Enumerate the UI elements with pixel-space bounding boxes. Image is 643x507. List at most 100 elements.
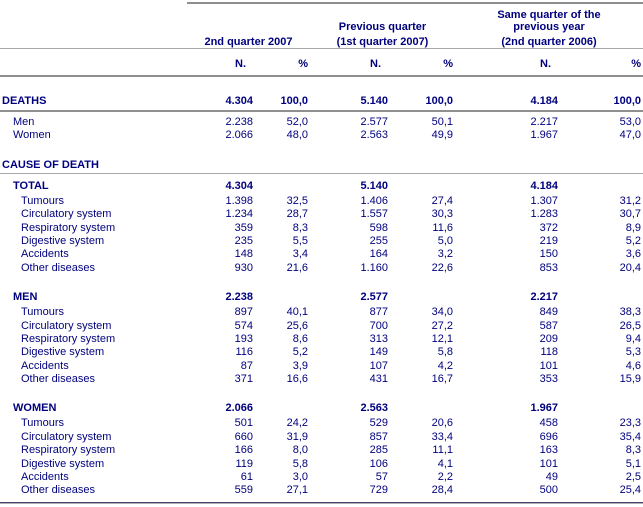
row-label: Circulatory system [21,319,112,332]
cell-n-previous: 164 [369,248,388,261]
cell-pct-previous: 4,1 [437,457,453,470]
row-label: Respiratory system [21,221,116,234]
cell-pct-previous: 50,1 [431,116,453,128]
subheader-spacer [0,70,187,75]
row-label: Tumours [21,306,64,319]
section-label: TOTAL [13,179,49,192]
cell-n-year-ago: 1.967 [530,402,558,415]
row-label: Respiratory system [21,444,116,457]
cause-row: Other diseases 371 16,6 431 16,7 353 15,… [0,373,643,386]
cell-n-current: 501 [234,417,253,430]
cell-pct-year-ago: 47,0 [619,129,641,142]
cell-n-year-ago: 101 [539,359,558,372]
cause-row: Digestive system 119 5,8 106 4,1 101 5,1 [0,458,643,471]
cell-pct-year-ago: 23,3 [619,417,641,430]
cell-pct-previous: 100,0 [425,95,453,107]
cell-n-previous: 107 [369,359,388,372]
section-header-row: MEN 2.238 2.577 2.217 [0,290,643,304]
bottom-rule-light [0,502,643,504]
row-label: Accidents [21,359,69,372]
cell-pct-previous: 30,3 [431,208,453,221]
cell-n-year-ago: 219 [539,234,558,247]
row-label: Circulatory system [21,208,112,221]
cell-pct-year-ago [560,290,643,304]
row-label: Men [13,116,35,128]
cell-pct-previous: 5,0 [437,234,453,247]
cell-pct-current: 3,4 [292,248,308,261]
cell-n-year-ago: 500 [539,484,558,497]
cell-pct-previous: 22,6 [431,261,453,274]
cell-pct-year-ago: 2,5 [625,471,641,484]
cause-section: MEN 2.238 2.577 2.217 Tumours 89 [0,290,643,386]
cell-n-current: 193 [234,332,253,345]
cell-n-current: 1.234 [225,208,253,221]
cause-row: Accidents 87 3,9 107 4,2 101 4,6 [0,360,643,373]
column-group-subtitle: (2nd quarter 2006) [501,36,597,48]
cell-n-year-ago: 101 [539,457,558,470]
cell-pct-current: 3,0 [292,471,308,484]
cell-n-current: 930 [234,261,253,274]
row-label: Digestive system [21,346,105,359]
cell-n-previous: 877 [369,306,388,319]
cell-pct-current: 5,2 [292,346,308,359]
cell-n-current: 359 [234,221,253,234]
cell-pct-current: 100,0 [280,95,308,107]
cell-n-year-ago: 353 [539,373,558,386]
column-group-title: Previous quarter [338,21,427,33]
cell-n-current: 897 [234,306,253,319]
cell-pct-previous: 27,4 [431,194,453,207]
cell-n-year-ago: 163 [539,444,558,457]
subheader-row: N. % N. % N. % [0,49,643,77]
cell-n-previous: 5.140 [360,95,388,107]
cell-n-year-ago: 1.283 [530,208,558,221]
row-label: Digestive system [21,457,105,470]
cell-pct-current: 3,9 [292,359,308,372]
cell-pct-current [255,290,310,304]
cell-n-previous: 1.406 [360,194,388,207]
cell-n-year-ago: 372 [539,221,558,234]
cell-pct-current: 28,7 [286,208,308,221]
cell-n-year-ago: 1.307 [530,194,558,207]
section-header-row: TOTAL 4.304 5.140 4.184 [0,179,643,193]
cell-n-previous: 857 [369,430,388,443]
cell-n-current: 87 [240,359,253,372]
column-group-current-quarter: 2nd quarter 2007 [187,4,310,48]
cell-n-year-ago: 209 [539,332,558,345]
table-top-rule [187,2,643,4]
row-label: Digestive system [21,234,105,247]
cause-row: Digestive system 116 5,2 149 5,8 118 5,3 [0,346,643,359]
cell-n-current: 235 [234,234,253,247]
cell-n-year-ago: 150 [539,248,558,261]
cell-n-year-ago: 587 [539,319,558,332]
cell-n-current: 2.066 [225,402,253,415]
subheader-n-2: N. [370,58,381,70]
cell-n-previous: 2.563 [360,402,388,415]
cell-n-current: 166 [234,444,253,457]
cause-row: Tumours 501 24,2 529 20,6 458 23,3 [0,417,643,430]
cell-n-year-ago: 849 [539,306,558,319]
cell-pct-year-ago: 100,0 [613,95,641,107]
row-label: Women [13,129,51,142]
cell-pct-current: 25,6 [286,319,308,332]
subheader-pct-2: % [443,58,453,70]
cause-section: WOMEN 2.066 2.563 1.967 Tumours [0,401,643,497]
cell-n-previous: 2.577 [360,116,388,128]
cell-pct-current: 21,6 [286,261,308,274]
cell-pct-current: 40,1 [286,306,308,319]
column-group-subtitle: (1st quarter 2007) [336,36,429,48]
cell-pct-previous: 2,2 [437,471,453,484]
section-rows: Tumours 1.398 32,5 1.406 27,4 1.307 31,2… [0,195,643,275]
cell-n-previous: 1.160 [360,261,388,274]
cell-pct-current: 8,3 [292,221,308,234]
cell-pct-year-ago: 5,3 [625,346,641,359]
cell-pct-year-ago: 25,4 [619,484,641,497]
cause-row: Accidents 61 3,0 57 2,2 49 2,5 [0,471,643,484]
row-label: Tumours [21,417,64,430]
cell-pct-previous: 11,1 [432,444,453,457]
cell-n-year-ago: 118 [540,346,558,359]
row-label: Accidents [21,248,69,261]
subheader-n-3: N. [540,58,551,70]
cell-n-previous: 313 [369,332,388,345]
deaths-label: DEATHS [2,95,47,107]
